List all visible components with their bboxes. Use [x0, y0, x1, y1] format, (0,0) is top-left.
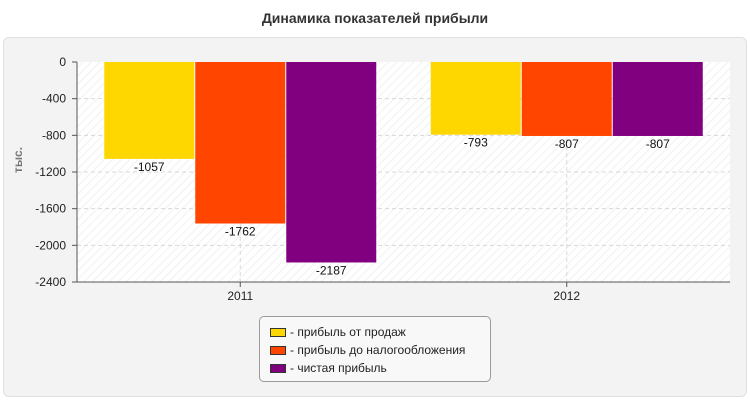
x-tick-label: 2011 [227, 289, 253, 303]
bar [521, 62, 612, 136]
legend-swatch [270, 345, 286, 355]
legend-item: - прибыль до налогообложения [270, 341, 490, 359]
data-label: -793 [464, 136, 488, 150]
y-tick-label: -2000 [35, 238, 66, 252]
legend-label: - прибыль до налогообложения [290, 343, 466, 357]
legend-item: - чистая прибыль [270, 359, 490, 377]
y-tick-label: 0 [59, 55, 66, 69]
legend-swatch [270, 327, 286, 337]
legend: - прибыль от продаж - прибыль до налогооб… [259, 316, 491, 382]
data-label: -1057 [134, 160, 165, 174]
bar [286, 62, 377, 263]
y-tick-label: -400 [42, 92, 66, 106]
data-label: -1762 [225, 225, 256, 239]
y-tick-label: -800 [42, 128, 66, 142]
chart-title: Динамика показателей прибыли [261, 10, 489, 26]
legend-label: - чистая прибыль [290, 361, 387, 375]
y-tick-label: -1600 [35, 202, 66, 216]
legend-label: - прибыль от продаж [290, 325, 406, 339]
y-axis-label: тыс. [11, 147, 25, 173]
x-tick-label: 2012 [553, 289, 580, 303]
legend-swatch [270, 363, 286, 373]
bar [104, 62, 195, 159]
bar [195, 62, 286, 224]
y-tick-label: -2400 [35, 275, 66, 289]
data-label: -807 [646, 137, 670, 151]
bar [430, 62, 521, 135]
y-tick-label: -1200 [35, 165, 66, 179]
legend-item: - прибыль от продаж [270, 323, 490, 341]
data-label: -2187 [316, 263, 347, 277]
data-label: -807 [555, 137, 579, 151]
bar [612, 62, 703, 136]
